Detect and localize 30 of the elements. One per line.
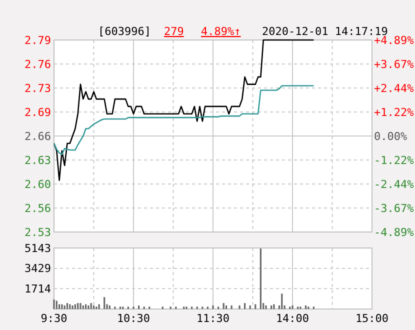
text: [603996] (98, 25, 151, 38)
y-tick-label: 2.53 (24, 226, 51, 239)
y-tick-label: 3429 (24, 262, 51, 276)
line-series (53, 39, 314, 181)
text: 4.89%↑ (201, 25, 241, 38)
y2-tick-label: -1.22% (374, 154, 414, 167)
y2-tick-label: +1.22% (374, 106, 414, 119)
text: 279 (164, 25, 184, 38)
y-tick-label: 2.66 (24, 130, 51, 143)
y-tick-label: 1714 (24, 282, 52, 296)
y-tick-label: 2.56 (24, 202, 51, 215)
y-tick-label: 2.63 (24, 154, 51, 167)
x-tick-label: 14:00 (276, 312, 310, 325)
x-tick-label: 10:30 (116, 312, 150, 325)
y2-tick-label: +2.44% (374, 82, 414, 95)
y-tick-label: 5143 (24, 242, 51, 255)
y-tick-label: 2.69 (24, 106, 51, 119)
x-tick-label: 9:30 (40, 312, 68, 325)
y-tick-label: 2.73 (24, 82, 51, 95)
y2-tick-label: +3.67% (374, 58, 414, 71)
y-tick-label: 2.76 (24, 58, 51, 71)
x-tick-label: 11:30 (196, 312, 230, 325)
y2-tick-label: -3.67% (374, 202, 414, 215)
y-tick-label: 2.79 (24, 34, 51, 47)
x-tick-label: 15:00 (355, 312, 389, 325)
y2-tick-label: -4.89% (374, 226, 414, 239)
line-series (53, 85, 314, 156)
y2-tick-label: 0.00% (374, 130, 408, 143)
y2-tick-label: -2.44% (374, 178, 414, 191)
y-tick-label: 2.60 (24, 178, 51, 191)
